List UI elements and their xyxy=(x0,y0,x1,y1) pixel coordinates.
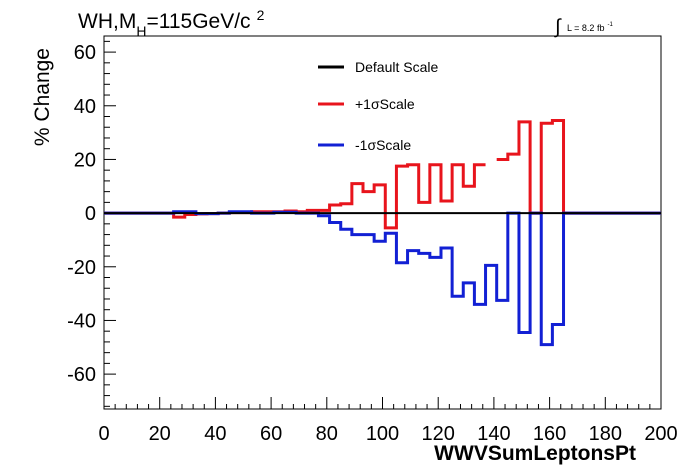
plot-frame xyxy=(103,35,662,410)
y-tick-label: 0 xyxy=(85,203,96,225)
y-tick-label: 20 xyxy=(74,149,96,171)
title-rest: =115GeV/c xyxy=(146,10,250,33)
title-main: WH,M xyxy=(78,10,136,33)
lumi-label: L = 8.2 fb -1 xyxy=(567,22,613,33)
series-2 xyxy=(104,210,661,347)
y-tick-label: -60 xyxy=(67,364,96,386)
x-tick-label: 200 xyxy=(644,423,677,445)
x-tick-label: 60 xyxy=(260,423,282,445)
y-tick-label: -40 xyxy=(67,310,96,332)
legend-entry: +1σScale xyxy=(355,96,415,112)
lumi-label-text: L = 8.2 fb xyxy=(567,23,604,33)
lumi-label-sup: -1 xyxy=(607,22,613,28)
y-tick-label: 60 xyxy=(74,42,96,64)
series-layer xyxy=(104,119,661,347)
chart-title: WH,MH=115GeV/c 2 xyxy=(78,7,265,39)
axis-ticks xyxy=(103,40,662,409)
title-sub: H xyxy=(136,23,146,39)
x-tick-label: 0 xyxy=(98,423,109,445)
x-tick-label: 140 xyxy=(477,423,510,445)
x-tick-label: 100 xyxy=(366,423,399,445)
lumi-integral: ∫ xyxy=(554,16,562,38)
y-tick-label: 40 xyxy=(74,96,96,118)
x-tick-label: 160 xyxy=(533,423,566,445)
legend-entry: -1σScale xyxy=(355,137,411,153)
y-tick-label: -20 xyxy=(67,257,96,279)
x-tick-label: 120 xyxy=(422,423,455,445)
legend: Default Scale +1σScale -1σScale xyxy=(318,59,438,153)
tick-labels: 0 20 40 60 80 100 120 140 160 180 200 -60 -40 -20 0 20 4… xyxy=(67,42,678,445)
series-line xyxy=(104,210,661,347)
x-tick-label: 40 xyxy=(204,423,226,445)
title-sup: 2 xyxy=(257,7,265,23)
x-axis-label: WWVSumLeptonsPt xyxy=(434,442,636,465)
x-tick-label: 80 xyxy=(316,423,338,445)
legend-entry: Default Scale xyxy=(355,59,438,75)
x-tick-label: 20 xyxy=(149,423,171,445)
y-axis-label: % Change xyxy=(31,48,54,146)
x-tick-label: 180 xyxy=(589,423,622,445)
